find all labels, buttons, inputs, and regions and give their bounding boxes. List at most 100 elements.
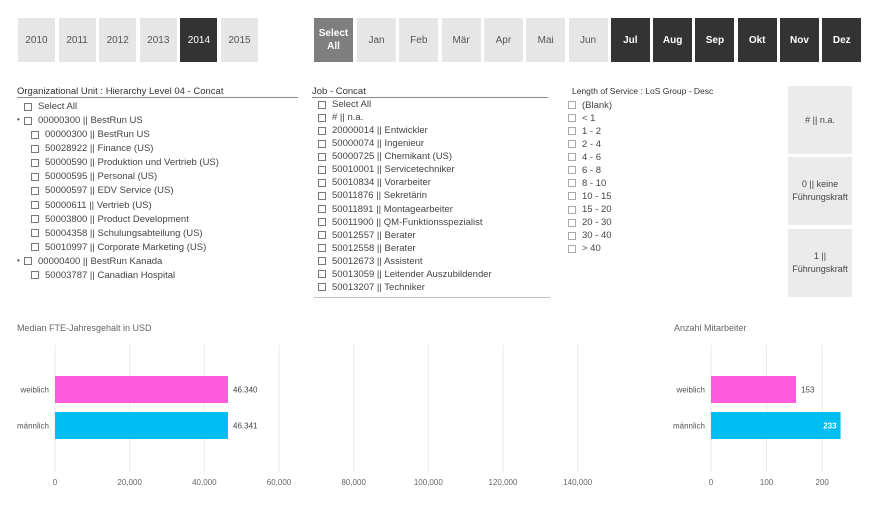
- los-item[interactable]: > 40: [568, 242, 601, 255]
- month-tile-0[interactable]: Jan: [357, 18, 396, 62]
- month-tile-6[interactable]: Jul: [610, 18, 650, 62]
- checkbox-icon[interactable]: [31, 186, 39, 195]
- checkbox-icon[interactable]: [318, 113, 326, 122]
- checkbox-icon[interactable]: [318, 178, 326, 187]
- month-tile-1[interactable]: Feb: [399, 18, 439, 62]
- job-item[interactable]: 20000014 || Entwickler: [318, 124, 428, 137]
- org-unit-item[interactable]: 00000400 || BestRun Kanada: [24, 255, 162, 268]
- job-item[interactable]: 50012558 || Berater: [318, 242, 416, 255]
- checkbox-icon[interactable]: [318, 270, 326, 279]
- checkbox-icon[interactable]: [31, 215, 39, 224]
- checkbox-icon[interactable]: [318, 152, 326, 161]
- job-item[interactable]: 50000725 || Chemikant (US): [318, 150, 452, 163]
- los-item[interactable]: 30 - 40: [568, 229, 612, 242]
- checkbox-icon[interactable]: [568, 127, 576, 136]
- job-item[interactable]: 50011891 || Montagearbeiter: [318, 203, 453, 216]
- expand-bullet-icon[interactable]: •: [17, 115, 20, 125]
- year-tile-2011[interactable]: 2011: [58, 18, 96, 62]
- los-item[interactable]: 1 - 2: [568, 125, 601, 138]
- checkbox-icon[interactable]: [568, 114, 576, 123]
- month-tile-3[interactable]: Apr: [483, 18, 523, 62]
- checkbox-icon[interactable]: [318, 244, 326, 253]
- bar-maennlich[interactable]: [711, 412, 841, 439]
- bar-maennlich[interactable]: [55, 412, 229, 439]
- checkbox-icon[interactable]: [318, 231, 326, 240]
- bar-weiblich[interactable]: [711, 376, 797, 403]
- month-tile-11[interactable]: Dez: [822, 18, 862, 62]
- checkbox-icon[interactable]: [31, 172, 39, 181]
- job-item[interactable]: 50010834 || Vorarbeiter: [318, 176, 431, 189]
- org-unit-item[interactable]: 50028922 || Finance (US): [31, 142, 153, 155]
- month-tile-4[interactable]: Mai: [526, 18, 566, 62]
- checkbox-icon[interactable]: [568, 218, 576, 227]
- org-unit-item[interactable]: 50004358 || Schulungsabteilung (US): [31, 227, 203, 240]
- checkbox-icon[interactable]: [568, 179, 576, 188]
- year-tile-2013[interactable]: 2013: [139, 18, 177, 62]
- checkbox-icon[interactable]: [31, 130, 39, 139]
- checkbox-icon[interactable]: [318, 139, 326, 148]
- checkbox-icon[interactable]: [318, 165, 326, 174]
- checkbox-icon[interactable]: [318, 283, 326, 292]
- checkbox-icon[interactable]: [318, 218, 326, 227]
- bar-weiblich[interactable]: [55, 376, 229, 403]
- org-unit-item[interactable]: Select All: [24, 100, 77, 113]
- org-unit-item[interactable]: 50003787 || Canadian Hospital: [31, 269, 175, 282]
- checkbox-icon[interactable]: [568, 153, 576, 162]
- org-unit-item[interactable]: 00000300 || BestRun US: [31, 128, 150, 141]
- los-item[interactable]: < 1: [568, 112, 595, 125]
- checkbox-icon[interactable]: [568, 192, 576, 201]
- los-item[interactable]: 10 - 15: [568, 190, 612, 203]
- year-tile-2014[interactable]: 2014: [180, 18, 218, 62]
- checkbox-icon[interactable]: [31, 158, 39, 167]
- checkbox-icon[interactable]: [568, 205, 576, 214]
- month-tile-9[interactable]: Okt: [737, 18, 777, 62]
- job-item[interactable]: 50012557 || Berater: [318, 229, 416, 242]
- job-item[interactable]: 50011900 || QM-Funktionsspezialist: [318, 216, 483, 229]
- checkbox-icon[interactable]: [568, 166, 576, 175]
- checkbox-icon[interactable]: [31, 243, 39, 252]
- month-tile-2[interactable]: Mär: [441, 18, 481, 62]
- month-tile-7[interactable]: Aug: [653, 18, 693, 62]
- org-unit-item[interactable]: 50000595 || Personal (US): [31, 170, 157, 183]
- month-tile-10[interactable]: Nov: [780, 18, 819, 62]
- year-tile-2012[interactable]: 2012: [99, 18, 137, 62]
- checkbox-icon[interactable]: [31, 229, 39, 238]
- leader-tile-0[interactable]: # || n.a.: [788, 86, 852, 154]
- month-tile-5[interactable]: Jun: [568, 18, 608, 62]
- los-item[interactable]: 4 - 6: [568, 151, 601, 164]
- expand-bullet-icon[interactable]: •: [17, 255, 20, 265]
- checkbox-icon[interactable]: [568, 140, 576, 149]
- year-tile-2015[interactable]: 2015: [221, 18, 258, 62]
- leader-tile-1[interactable]: 0 || keine Führungskraft: [788, 157, 852, 225]
- checkbox-icon[interactable]: [318, 100, 326, 109]
- checkbox-icon[interactable]: [568, 231, 576, 240]
- checkbox-icon[interactable]: [24, 102, 32, 111]
- year-tile-2010[interactable]: 2010: [18, 18, 55, 62]
- job-item[interactable]: # || n.a.: [318, 111, 363, 124]
- job-item[interactable]: 50010001 || Servicetechniker: [318, 163, 455, 176]
- checkbox-icon[interactable]: [31, 271, 39, 280]
- checkbox-icon[interactable]: [24, 116, 32, 125]
- checkbox-icon[interactable]: [318, 205, 326, 214]
- org-unit-item[interactable]: 50010997 || Corporate Marketing (US): [31, 241, 206, 254]
- checkbox-icon[interactable]: [568, 101, 576, 109]
- job-item[interactable]: 50012673 || Assistent: [318, 255, 423, 268]
- leader-tile-2[interactable]: 1 || Führungskraft: [788, 229, 852, 297]
- org-unit-item[interactable]: 50000611 || Vertrieb (US): [31, 199, 152, 212]
- org-unit-item[interactable]: 00000300 || BestRun US: [24, 114, 143, 127]
- org-unit-item[interactable]: 50000590 || Produktion und Vertrieb (US): [31, 156, 219, 169]
- checkbox-icon[interactable]: [568, 244, 576, 253]
- job-item[interactable]: 50013059 || Leitender Auszubildender: [318, 268, 492, 281]
- checkbox-icon[interactable]: [31, 144, 39, 153]
- los-item[interactable]: 15 - 20: [568, 203, 612, 216]
- los-item[interactable]: 20 - 30: [568, 216, 612, 229]
- job-item[interactable]: Select All: [318, 98, 371, 111]
- checkbox-icon[interactable]: [318, 257, 326, 266]
- checkbox-icon[interactable]: [318, 126, 326, 135]
- job-item[interactable]: 50000074 || Ingenieur: [318, 137, 424, 150]
- checkbox-icon[interactable]: [24, 257, 32, 266]
- los-item[interactable]: 8 - 10: [568, 177, 606, 190]
- month-select-all-button[interactable]: Select All: [314, 18, 353, 62]
- los-item[interactable]: (Blank): [568, 99, 612, 112]
- job-item[interactable]: 50013207 || Techniker: [318, 281, 425, 294]
